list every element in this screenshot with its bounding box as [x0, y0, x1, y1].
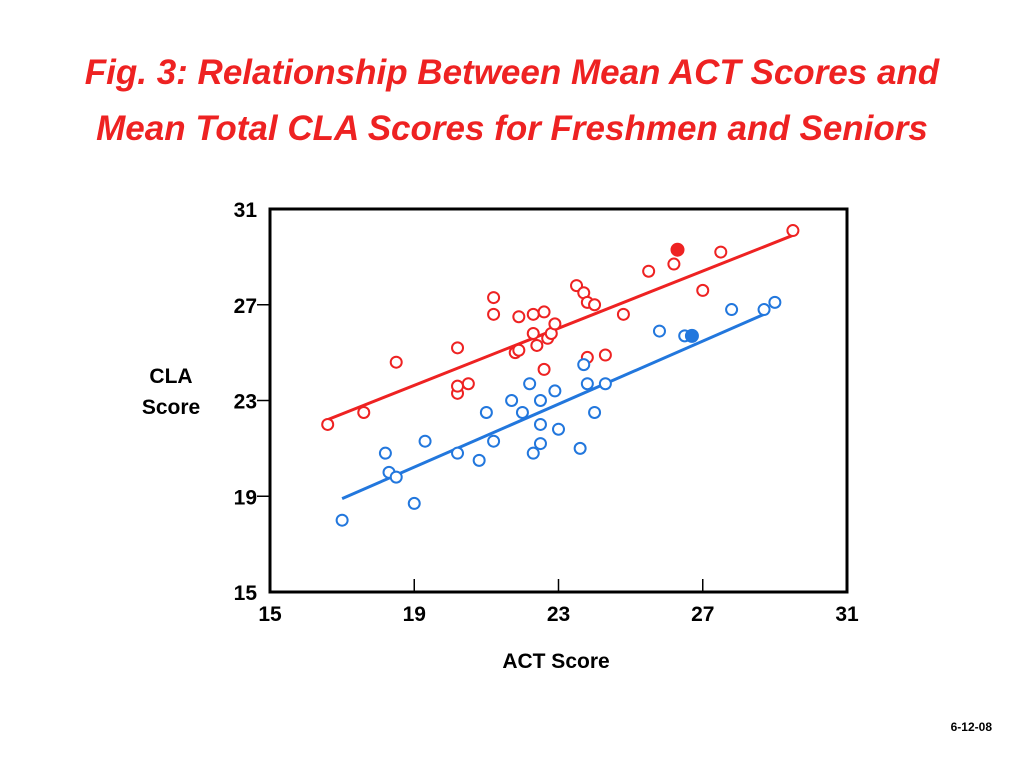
seniors-data-point: [537, 305, 551, 319]
seniors-data-point: [537, 362, 551, 376]
seniors-data-point: [389, 355, 403, 369]
freshmen-data-point: [523, 377, 537, 391]
seniors-data-point: [696, 283, 710, 297]
freshmen-data-point: [335, 513, 349, 527]
freshmen-data-point: [533, 417, 547, 431]
chart-title-line-1: Fig. 3: Relationship Between Mean ACT Sc…: [84, 53, 940, 92]
axis-tick-labels: 15 19 23 27 31 15 19 23 27 31: [234, 199, 859, 626]
freshmen-data-point: [487, 434, 501, 448]
freshmen-data-point: [515, 405, 529, 419]
seniors-highlighted-point: [670, 242, 685, 257]
y-tick-label: 27: [234, 295, 257, 318]
y-tick-label: 23: [234, 391, 257, 414]
freshmen-data-point: [580, 377, 594, 391]
seniors-data-point: [451, 379, 465, 393]
freshmen-data-point: [573, 441, 587, 455]
freshmen-data-point: [533, 394, 547, 407]
seniors-data-point: [512, 343, 526, 357]
seniors-data-point: [667, 257, 681, 271]
y-tick-label: 31: [234, 199, 258, 222]
seniors-data-point: [530, 338, 544, 352]
seniors-data-point: [451, 341, 465, 355]
freshmen-data-point: [652, 324, 666, 338]
freshmen-data-point: [389, 470, 403, 484]
data-points: [321, 224, 800, 527]
x-tick-label: 31: [835, 603, 859, 626]
chart-title-line-2: Mean Total CLA Scores for Freshmen and S…: [96, 109, 928, 148]
seniors-data-point: [714, 245, 728, 259]
freshmen-data-point: [418, 434, 432, 448]
y-axis-title-line-1: CLA: [149, 365, 192, 388]
seniors-data-point: [526, 307, 540, 321]
seniors-data-point: [526, 326, 540, 340]
freshmen-data-point: [533, 437, 547, 451]
freshmen-data-point: [479, 405, 493, 419]
freshmen-data-point: [526, 446, 540, 460]
freshmen-data-point: [505, 394, 519, 407]
seniors-data-point: [548, 317, 562, 331]
freshmen-data-point: [768, 295, 782, 309]
seniors-data-point: [321, 417, 335, 431]
freshmen-data-point: [598, 377, 612, 391]
x-tick-label: 15: [258, 603, 282, 626]
axis-ticks: [257, 304, 704, 592]
footnote-date: 6-12-08: [950, 720, 992, 734]
seniors-data-point: [487, 291, 501, 305]
seniors-data-point: [642, 264, 656, 278]
freshmen-data-point: [472, 453, 486, 467]
plot-frame: [268, 207, 849, 594]
freshmen-data-point: [378, 446, 392, 460]
freshmen-data-point: [588, 405, 602, 419]
freshmen-highlighted-point: [684, 328, 699, 343]
y-axis-title-line-2: Score: [142, 396, 200, 419]
x-tick-label: 23: [547, 603, 570, 626]
seniors-data-point: [588, 298, 602, 312]
x-axis-title: ACT Score: [502, 650, 609, 673]
y-tick-label: 19: [234, 486, 257, 509]
freshmen-trend-line: [341, 312, 765, 501]
freshmen-data-point: [757, 303, 771, 317]
y-tick-label: 15: [234, 582, 258, 605]
seniors-data-point: [461, 377, 475, 391]
freshmen-data-point: [451, 446, 465, 460]
seniors-data-point: [616, 307, 630, 321]
freshmen-data-point: [548, 384, 562, 398]
seniors-data-point: [487, 307, 501, 321]
freshmen-data-point: [725, 303, 739, 317]
seniors-data-point: [357, 405, 371, 419]
seniors-data-point: [598, 348, 612, 362]
freshmen-data-point: [577, 358, 591, 372]
seniors-data-point: [786, 224, 800, 238]
freshmen-data-point: [552, 422, 565, 436]
seniors-data-point: [512, 310, 526, 324]
x-tick-label: 19: [403, 603, 426, 626]
freshmen-data-point: [407, 496, 421, 510]
x-tick-label: 27: [691, 603, 714, 626]
